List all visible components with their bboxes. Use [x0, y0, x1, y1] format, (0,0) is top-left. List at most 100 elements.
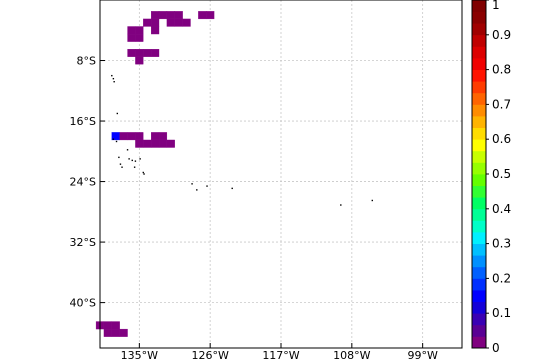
data-cell: [151, 26, 160, 35]
x-tick-label: 108°W: [333, 349, 370, 360]
data-cell: [143, 139, 152, 148]
colorbar-tick-label: 0.5: [492, 167, 511, 181]
data-cell: [135, 49, 144, 57]
x-tick-label: 117°W: [262, 349, 299, 360]
island-marker: [206, 185, 208, 187]
data-cell: [158, 11, 168, 20]
colorbar-tick-label: 0: [492, 341, 500, 355]
colorbar-swatch: [472, 185, 486, 198]
island-marker: [111, 74, 113, 77]
colorbar-swatch: [472, 34, 486, 47]
colorbar-swatch: [472, 58, 486, 70]
data-cell: [127, 49, 136, 57]
data-cell: [174, 11, 183, 20]
colorbar-tick-label: 0.9: [492, 28, 511, 42]
y-axis-ticks: 8°S 16°S 24°S 32°S 40°S: [70, 55, 105, 310]
data-cell: [135, 139, 144, 148]
colorbar-swatch: [472, 255, 486, 268]
colorbar-tick-label: 0.7: [492, 97, 511, 111]
colorbar-swatch: [472, 150, 486, 163]
colorbar-swatch: [472, 290, 486, 302]
island-marker: [196, 189, 198, 191]
colorbar-swatch: [472, 104, 486, 117]
data-cell: [151, 139, 160, 148]
island-marker: [142, 171, 144, 174]
data-cell: [158, 139, 168, 148]
colorbar-swatch: [472, 232, 486, 244]
data-cell: [166, 18, 175, 27]
data-cell: [119, 328, 128, 337]
island-marker: [126, 149, 129, 151]
colorbar: 0 0.1 0.2 0.3 0.4 0.5 0.6 0.7 0.8 0.9 1: [471, 0, 511, 355]
data-cell: [127, 132, 136, 141]
island-marker: [115, 140, 118, 143]
colorbar-swatch: [472, 69, 486, 82]
data-cell: [206, 11, 215, 20]
colorbar-swatch: [472, 197, 486, 210]
data-cell: [127, 33, 136, 42]
colorbar-swatch: [472, 92, 486, 105]
colorbar-tick-label: 0.1: [492, 306, 511, 320]
colorbar-swatch: [472, 139, 486, 152]
colorbar-swatch: [472, 11, 486, 24]
data-cell: [151, 11, 160, 20]
y-tick-label: 40°S: [70, 297, 96, 310]
colorbar-tick-label: 0.8: [492, 63, 511, 77]
island-marker: [113, 81, 115, 83]
data-cell: [174, 18, 183, 27]
colorbar-swatch: [472, 174, 486, 186]
data-cells: [95, 11, 215, 337]
island-marker: [134, 160, 137, 162]
data-cell: [103, 321, 112, 330]
data-cell: [166, 139, 175, 148]
colorbar-swatch: [472, 81, 486, 94]
island-marker: [131, 159, 133, 162]
island-marker: [143, 173, 145, 175]
colorbar-swatch: [472, 46, 486, 59]
data-cell: [135, 33, 144, 42]
colorbar-swatch: [472, 243, 486, 256]
colorbar-swatch: [472, 220, 486, 233]
island-marker: [121, 166, 123, 168]
island-marker: [119, 163, 122, 165]
colorbar-swatch: [472, 336, 486, 349]
y-tick-label: 16°S: [70, 115, 96, 128]
island-marker: [116, 112, 119, 115]
x-tick-label: 126°W: [191, 349, 228, 360]
island-marker: [231, 187, 233, 190]
colorbar-swatch: [472, 162, 486, 175]
island-marker: [112, 77, 115, 80]
colorbar-swatch: [472, 278, 486, 291]
colorbar-tick-label: 0.2: [492, 271, 511, 285]
data-cell: [158, 132, 168, 141]
colorbar-tick-label: 0.3: [492, 237, 511, 251]
data-cell: [143, 18, 152, 27]
colorbar-tick-label: 0.6: [492, 132, 511, 146]
y-tick-label: 24°S: [70, 176, 96, 189]
island-marker: [139, 158, 141, 160]
data-cell: [166, 11, 175, 20]
colorbar-swatch: [472, 313, 486, 326]
x-axis-ticks: 135°W 126°W 117°W 108°W 99°W: [121, 343, 438, 360]
island-marker: [118, 156, 120, 159]
x-tick-label: 99°W: [407, 349, 437, 360]
data-cell: [135, 132, 144, 141]
island-marker: [128, 158, 130, 160]
colorbar-swatch: [472, 208, 486, 221]
colorbar-swatch: [472, 301, 486, 314]
data-cell: [182, 18, 191, 27]
data-cell: [151, 18, 160, 27]
data-cell: [119, 132, 128, 141]
data-cell: [198, 11, 207, 20]
colorbar-tick-label: 0.4: [492, 202, 511, 216]
data-cell: [135, 26, 144, 35]
data-cell: [111, 328, 120, 337]
island-marker: [191, 183, 193, 185]
y-tick-label: 8°S: [77, 55, 96, 68]
y-tick-label: 32°S: [70, 236, 96, 249]
colorbar-swatch: [472, 0, 486, 12]
island-marker: [340, 204, 342, 206]
data-cell: [111, 321, 120, 330]
